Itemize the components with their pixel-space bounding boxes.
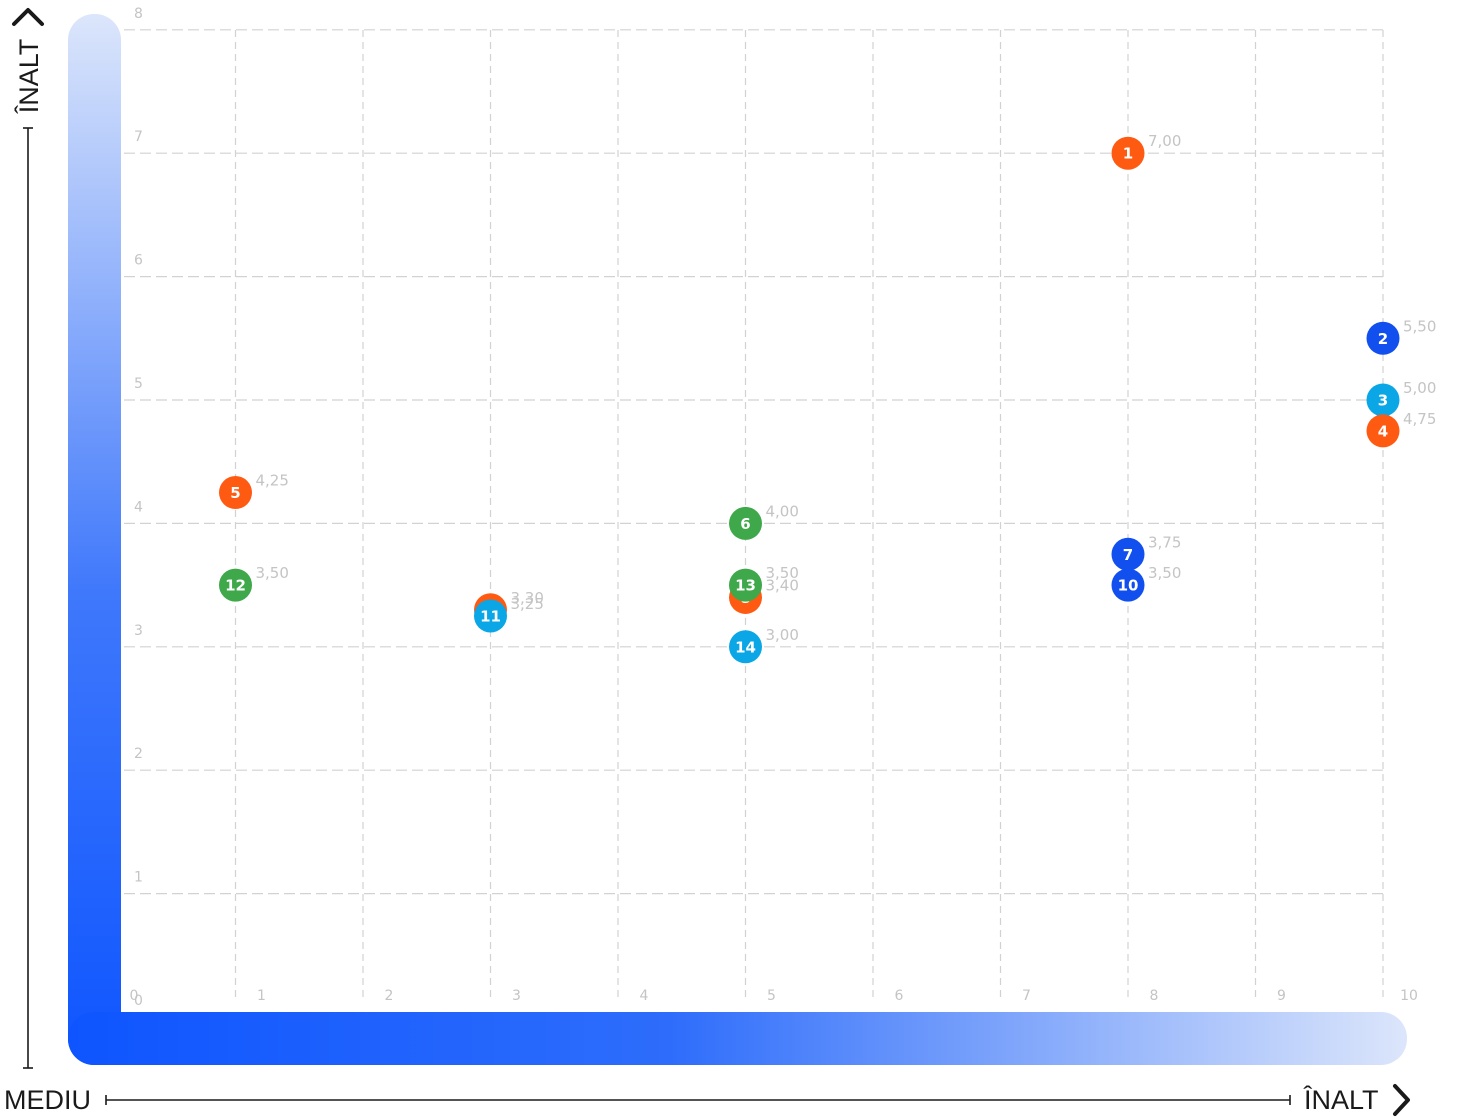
y-axis-bar [68,14,121,1065]
data-point-id: 5 [230,484,240,502]
x-tick-label: 9 [1277,988,1286,1004]
x-axis-label: ÎNALT [1303,1084,1379,1115]
data-point-id: 2 [1378,330,1388,348]
x-tick-label: 3 [512,988,521,1004]
y-tick-label: 0 [134,993,143,1009]
x-axis-bar [68,1012,1407,1065]
chevron-up-icon [12,8,44,26]
data-point-value: 4,75 [1403,410,1436,428]
data-point-marker [1366,383,1400,417]
data-point-marker [1366,414,1400,448]
y-tick-label: 4 [134,499,143,515]
data-point-value: 5,50 [1403,317,1436,335]
data-point-id: 6 [740,515,750,533]
x-tick-label: 10 [1400,988,1418,1004]
x-axis-arrow-line [105,1095,1291,1105]
y-tick-label: 3 [134,623,143,639]
y-tick-label: 5 [134,376,143,392]
x-tick-label: 4 [640,988,649,1004]
data-point-value: 3,50 [1148,564,1181,582]
y-axis-arrow-line [23,127,33,1069]
data-point-value: 3,40 [766,576,799,594]
data-point-id: 14 [735,638,756,656]
data-point-value: 3,00 [766,626,799,644]
data-point-marker [729,568,762,602]
data-point-marker [474,599,507,633]
x-tick-label: 5 [767,988,776,1004]
data-point-id: 4 [1378,422,1388,440]
data-point-id: 11 [480,607,501,625]
y-tick-label: 6 [134,253,143,269]
data-point-marker [729,506,762,540]
data-point-id: 7 [1123,546,1133,564]
y-tick-label: 8 [134,6,143,22]
y-tick-label: 2 [134,746,143,762]
y-tick-label: 7 [134,129,143,145]
data-point-value: 5,00 [1403,379,1436,397]
data-point-marker [219,568,252,602]
data-point-value: 3,50 [256,564,289,582]
data-point-marker [1111,537,1145,571]
data-point-id: 10 [1118,577,1139,595]
data-point-id: 13 [735,577,756,595]
data-point-id: 3 [1378,392,1388,410]
x-tick-label: 6 [895,988,904,1004]
origin-label: MEDIU [4,1085,91,1115]
chevron-right-icon [1393,1084,1410,1116]
data-point-marker [1366,321,1400,355]
x-tick-label: 8 [1150,988,1159,1004]
data-point-marker [219,476,252,510]
data-point-value: 7,00 [1148,132,1181,150]
data-point-marker [1111,568,1145,602]
data-point-id: 1 [1123,145,1133,163]
y-axis-label: ÎNALT [13,39,44,115]
data-point-value: 4,00 [766,502,799,520]
data-point-value: 4,25 [256,472,289,490]
data-point-marker [729,630,762,664]
x-tick-label: 0 [130,988,139,1004]
data-point-value: 3,50 [766,564,799,582]
x-tick-label: 1 [257,988,266,1004]
x-tick-label: 7 [1022,988,1031,1004]
data-point-value: 3,75 [1148,533,1181,551]
data-point-marker [1111,136,1145,170]
data-point-value: 3,30 [511,589,544,607]
x-tick-label: 2 [385,988,394,1004]
data-points: 17,0025,5035,0044,7554,2564,0073,7583,40… [219,132,1436,664]
y-tick-label: 1 [134,870,143,886]
data-point-id: 12 [225,577,246,595]
data-point-value: 3,25 [511,595,544,613]
